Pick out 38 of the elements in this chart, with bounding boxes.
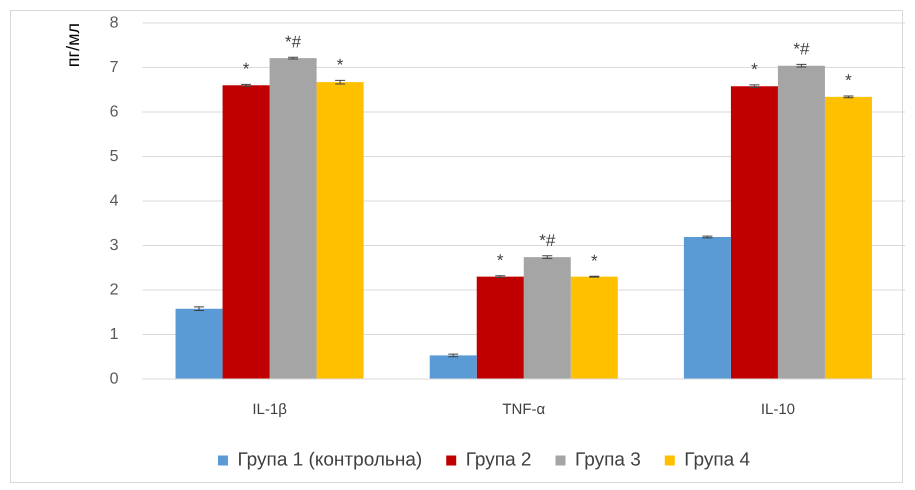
bar [570, 276, 618, 378]
legend-label: Група 4 [684, 450, 750, 471]
y-tick-label: 2 [110, 281, 119, 298]
y-tick-label: 8 [110, 14, 119, 32]
x-tick-label: TNF-α [502, 401, 546, 418]
bar [476, 276, 524, 378]
legend-label: Група 2 [466, 450, 532, 471]
legend-label: Група 3 [574, 450, 641, 471]
data-label: * [590, 251, 598, 270]
x-tick-label: IL-10 [760, 401, 796, 418]
bar [730, 86, 778, 378]
y-tick-label: 5 [110, 148, 119, 165]
data-label: * [751, 60, 758, 80]
y-tick-label: 1 [110, 326, 119, 343]
bar [684, 237, 731, 378]
bar [824, 96, 872, 378]
data-label: *# [539, 230, 556, 250]
bar [270, 58, 317, 378]
y-tick-label: 0 [110, 370, 119, 388]
y-tick-label: 7 [110, 58, 119, 76]
y-tick-label: 4 [110, 192, 119, 210]
y-tick-label: 3 [110, 236, 119, 254]
bar [778, 66, 825, 378]
y-tick-label: 6 [110, 103, 119, 120]
bar [316, 82, 364, 378]
data-label: *# [285, 32, 302, 52]
data-label: * [242, 60, 250, 79]
legend-label: Група 1 (контрольна) [237, 450, 422, 471]
bar [222, 85, 270, 378]
data-label: * [336, 56, 344, 75]
bar [524, 257, 571, 378]
data-label: *# [793, 40, 810, 59]
x-tick-label: IL-1β [252, 401, 288, 418]
y-axis-title: пг/мл [62, 23, 83, 68]
bar [430, 355, 477, 378]
bar [176, 308, 223, 378]
data-label: * [845, 71, 852, 90]
data-label: * [496, 250, 504, 270]
